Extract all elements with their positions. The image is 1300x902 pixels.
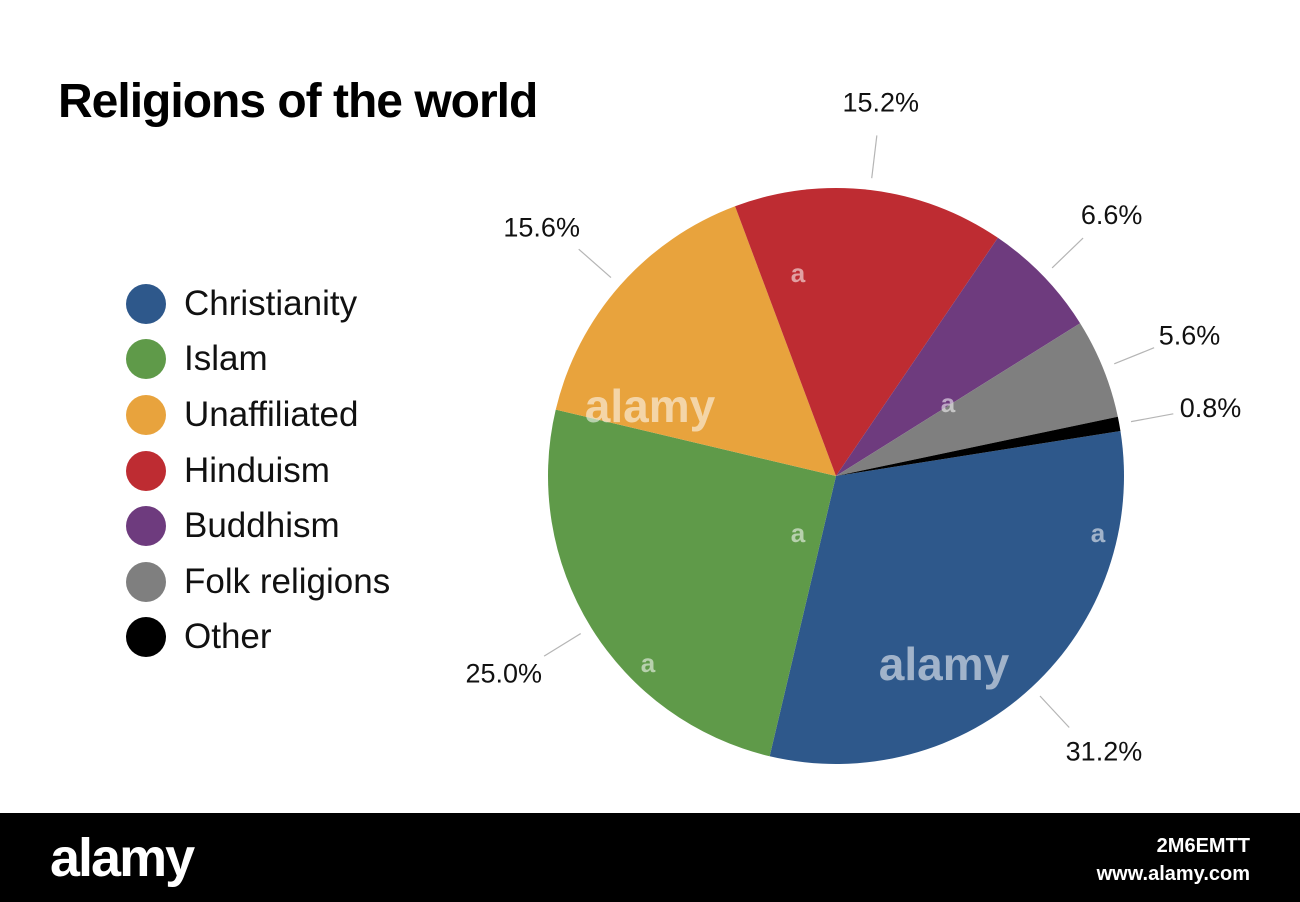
leader-line-other — [1130, 413, 1174, 423]
legend: Christianity Islam Unaffiliated Hinduism Bud… — [126, 276, 390, 665]
legend-swatch — [126, 450, 166, 491]
legend-item-hinduism: Hinduism — [126, 443, 390, 499]
legend-swatch — [126, 339, 166, 380]
pie-slice-other — [836, 416, 1121, 476]
data-label-folk-religions: 5.6% — [1159, 320, 1221, 350]
data-label-islam: 25.0% — [465, 658, 542, 688]
watermark-letter: a — [791, 258, 806, 288]
legend-label: Hinduism — [184, 450, 330, 490]
watermark-letter: a — [941, 388, 956, 418]
data-label-unaffiliated: 15.6% — [503, 212, 580, 242]
watermark-text: alamy — [585, 380, 716, 432]
legend-item-folk-religions: Folk religions — [126, 554, 390, 610]
legend-swatch — [126, 561, 166, 602]
alamy-logo: alamy — [50, 828, 195, 888]
legend-item-buddhism: Buddhism — [126, 498, 390, 554]
chart-area: Religions of the world Christianity Islam… — [58, 75, 1242, 767]
legend-swatch — [126, 283, 166, 324]
watermark-letter: a — [1091, 518, 1106, 548]
legend-label: Other — [184, 617, 272, 657]
data-label-hinduism: 15.2% — [842, 88, 919, 118]
footer-url: www.alamy.com — [1096, 863, 1250, 885]
legend-label: Folk religions — [184, 561, 391, 601]
pie-slice-folk-religions — [836, 323, 1118, 476]
pie-slice-hinduism — [735, 188, 998, 476]
legend-item-unaffiliated: Unaffiliated — [126, 387, 390, 443]
legend-swatch — [126, 394, 166, 435]
watermark-letter: a — [791, 518, 806, 548]
data-label-buddhism: 6.6% — [1081, 200, 1143, 230]
leader-line-folk-religions — [1114, 347, 1155, 365]
leader-line-buddhism — [1051, 237, 1084, 269]
legend-label: Christianity — [184, 283, 358, 323]
legend-item-other: Other — [126, 610, 390, 666]
data-label-christianity: 31.2% — [1066, 737, 1143, 767]
pie-slice-buddhism — [836, 237, 1081, 476]
data-label-other: 0.8% — [1180, 393, 1242, 423]
pie-slice-christianity — [769, 430, 1124, 765]
watermark-letter: a — [641, 648, 656, 678]
leader-line-christianity — [1039, 695, 1070, 728]
image-code: 2M6EMTT — [1156, 835, 1250, 857]
legend-item-islam: Islam — [126, 332, 390, 388]
pie-slice-islam — [548, 409, 836, 757]
legend-label: Islam — [184, 339, 268, 379]
watermark-text: alamy — [879, 638, 1010, 690]
leader-line-hinduism — [871, 135, 878, 179]
watermark-overlay: alamy alamy a a a a a — [585, 258, 1106, 690]
legend-item-christianity: Christianity — [126, 276, 390, 332]
leader-line-islam — [543, 633, 582, 657]
leader-line-unaffiliated — [578, 248, 612, 279]
footer-bar: alamy 2M6EMTT www.alamy.com — [0, 813, 1300, 902]
legend-label: Buddhism — [184, 506, 340, 546]
pie-chart: 31.2%25.0%15.6%15.2%6.6%5.6%0.8% alamyal… — [465, 88, 1242, 767]
legend-swatch — [126, 506, 166, 547]
chart-title: Religions of the world — [58, 75, 538, 128]
legend-label: Unaffiliated — [184, 394, 359, 434]
pie-slice-unaffiliated — [555, 206, 836, 477]
legend-swatch — [126, 617, 166, 658]
